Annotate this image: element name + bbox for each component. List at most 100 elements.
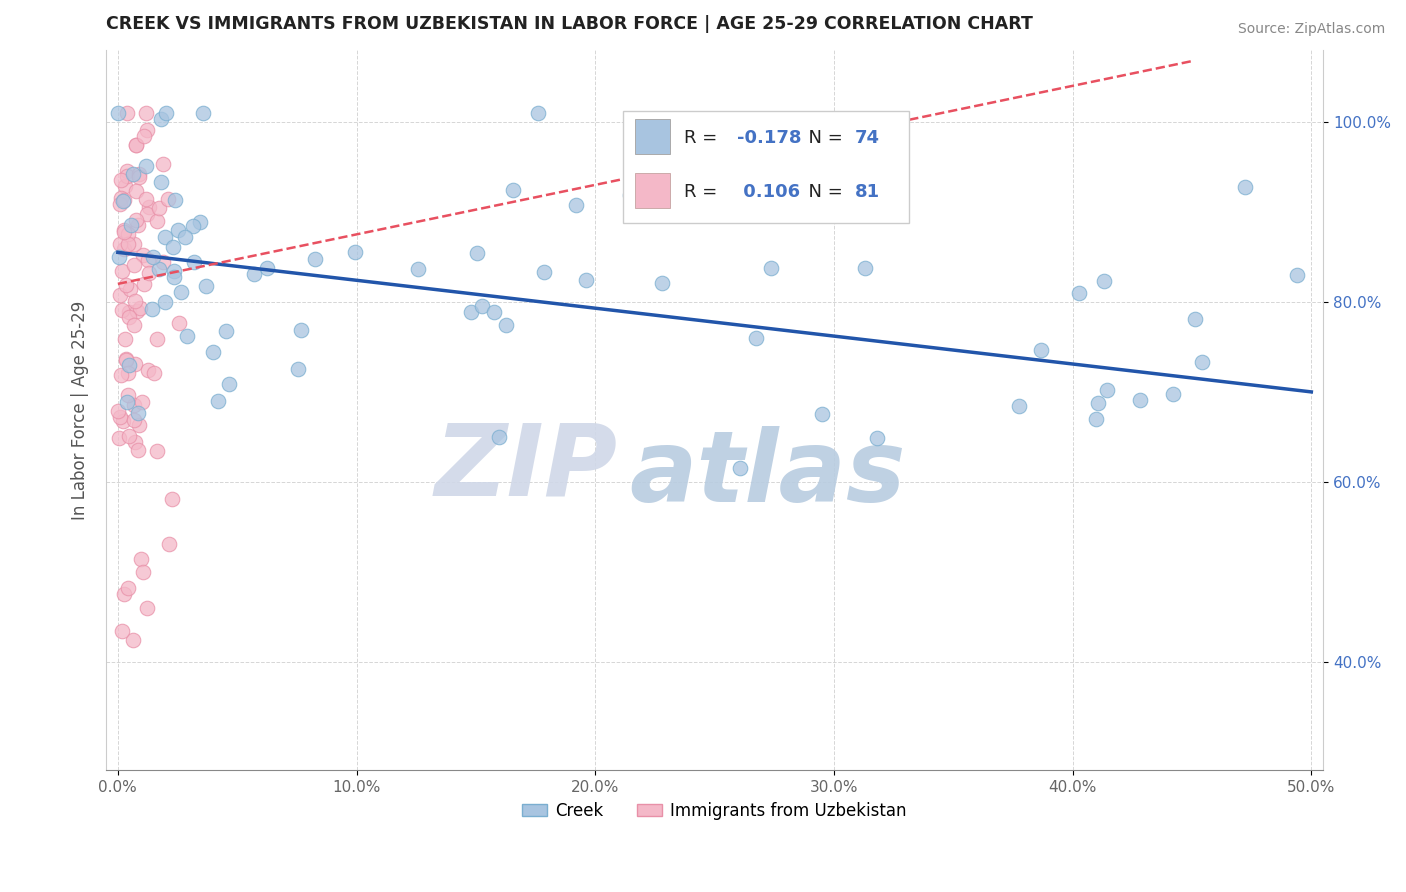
- Point: [495, 318, 517, 333]
- Point: [136, 207, 159, 221]
- Point: [112, 225, 135, 239]
- Point: [188, 215, 211, 229]
- Point: [243, 268, 266, 282]
- Point: [1233, 179, 1256, 194]
- Point: [118, 428, 141, 442]
- Point: [1191, 354, 1213, 368]
- Text: 0.106: 0.106: [737, 183, 800, 201]
- Point: [117, 305, 139, 319]
- Point: [651, 276, 673, 290]
- Point: [127, 218, 149, 232]
- Point: [112, 223, 135, 237]
- Point: [141, 302, 163, 317]
- Point: [1007, 400, 1029, 414]
- Point: [117, 106, 139, 120]
- Point: [173, 229, 195, 244]
- Point: [152, 156, 174, 170]
- Point: [128, 417, 150, 432]
- Point: [215, 324, 238, 338]
- Text: ZIP: ZIP: [434, 419, 617, 516]
- Point: [125, 137, 148, 152]
- Point: [163, 264, 186, 278]
- FancyBboxPatch shape: [636, 120, 669, 154]
- Point: [406, 262, 429, 277]
- Point: [166, 223, 188, 237]
- Point: [110, 172, 132, 186]
- Point: [122, 633, 145, 648]
- Point: [122, 167, 145, 181]
- Point: [287, 362, 309, 376]
- Point: [124, 434, 146, 449]
- Point: [1184, 311, 1206, 326]
- Point: [148, 262, 170, 277]
- Point: [112, 194, 135, 208]
- Point: [488, 430, 510, 444]
- Point: [290, 323, 312, 337]
- Point: [183, 254, 205, 268]
- Point: [159, 537, 181, 551]
- Point: [132, 129, 155, 144]
- Point: [120, 282, 142, 296]
- Point: [191, 106, 214, 120]
- Text: N =: N =: [797, 183, 849, 201]
- Point: [115, 277, 138, 292]
- Point: [127, 442, 149, 457]
- Point: [153, 229, 176, 244]
- Point: [1067, 286, 1090, 301]
- Point: [866, 431, 889, 445]
- Point: [167, 316, 190, 330]
- Point: [129, 552, 152, 566]
- Point: [176, 328, 198, 343]
- Point: [148, 201, 170, 215]
- Point: [107, 106, 129, 120]
- Point: [114, 332, 136, 346]
- Point: [149, 176, 172, 190]
- Point: [169, 285, 191, 299]
- Point: [122, 412, 145, 426]
- Legend: Creek, Immigrants from Uzbekistan: Creek, Immigrants from Uzbekistan: [516, 795, 914, 827]
- Point: [111, 414, 134, 428]
- Point: [110, 191, 132, 205]
- Point: [162, 491, 184, 506]
- Text: R =: R =: [685, 183, 723, 201]
- Text: atlas: atlas: [630, 426, 905, 524]
- Point: [1084, 411, 1107, 425]
- Point: [142, 250, 165, 264]
- FancyBboxPatch shape: [636, 173, 669, 208]
- Point: [114, 178, 136, 193]
- Point: [127, 406, 149, 420]
- Point: [460, 305, 482, 319]
- Point: [853, 260, 876, 275]
- Point: [152, 255, 174, 269]
- Point: [128, 167, 150, 181]
- Text: -0.178: -0.178: [737, 129, 801, 147]
- Point: [471, 299, 494, 313]
- Text: 74: 74: [855, 129, 880, 147]
- Point: [155, 106, 177, 120]
- Point: [482, 305, 505, 319]
- Point: [136, 363, 159, 377]
- Text: 81: 81: [855, 183, 880, 201]
- Point: [122, 237, 145, 252]
- Point: [117, 169, 139, 184]
- Point: [565, 198, 588, 212]
- Point: [304, 252, 326, 267]
- Point: [163, 269, 186, 284]
- Point: [110, 368, 132, 383]
- Point: [110, 288, 132, 302]
- Point: [117, 581, 139, 595]
- Point: [138, 200, 160, 214]
- Point: [110, 264, 132, 278]
- Point: [125, 138, 148, 153]
- Point: [533, 265, 555, 279]
- Point: [128, 301, 150, 315]
- Text: Source: ZipAtlas.com: Source: ZipAtlas.com: [1237, 22, 1385, 37]
- Point: [118, 358, 141, 372]
- Point: [761, 260, 783, 275]
- Point: [1285, 268, 1308, 283]
- Point: [111, 303, 134, 318]
- Point: [344, 245, 367, 260]
- Point: [136, 123, 159, 137]
- Point: [122, 318, 145, 333]
- Point: [131, 565, 153, 579]
